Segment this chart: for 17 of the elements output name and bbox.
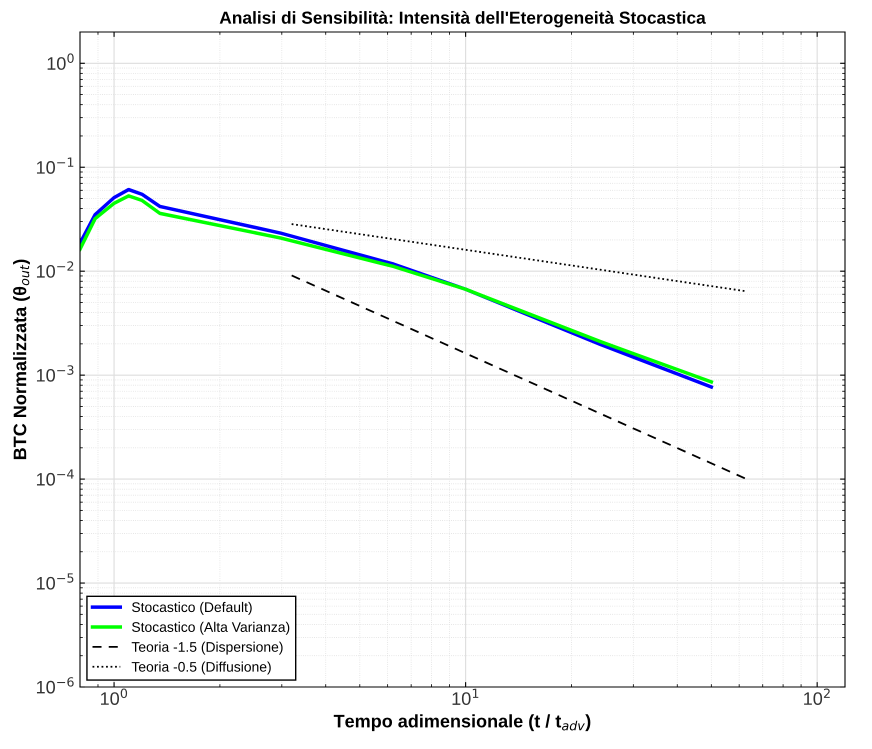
legend-label: Stocastico (Alta Varianza) [132, 622, 290, 635]
legend-label: Teoria -1.5 (Dispersione) [132, 642, 283, 655]
chart-title: Analisi di Sensibilità: Intensità dell'Eterogeneità Stocastica [220, 10, 706, 28]
y-axis-title: BTC Normalizzata (θ$_{out}$) [13, 260, 30, 460]
y-tick-label: 10$^{0}$ [48, 53, 74, 70]
y-tick-label: 10$^{−6}$ [36, 677, 74, 694]
x-axis-title: Tempo adimensionale (t / t$_{adv}$) [334, 714, 590, 732]
y-tick-label: 10$^{−2}$ [36, 261, 74, 278]
y-tick-label: 10$^{−5}$ [36, 573, 74, 590]
x-tick-label: 10$^{1}$ [452, 688, 478, 705]
y-tick-label: 10$^{−1}$ [36, 158, 74, 174]
y-tick-label: 10$^{−4}$ [36, 469, 74, 486]
y-tick-label: 10$^{−3}$ [36, 365, 74, 382]
legend-label: Stocastico (Default) [132, 602, 252, 615]
x-tick-label: 10$^{2}$ [804, 688, 830, 705]
x-tick-label: 10$^{0}$ [101, 688, 128, 705]
legend-label: Teoria -0.5 (Diffusione) [132, 662, 271, 674]
